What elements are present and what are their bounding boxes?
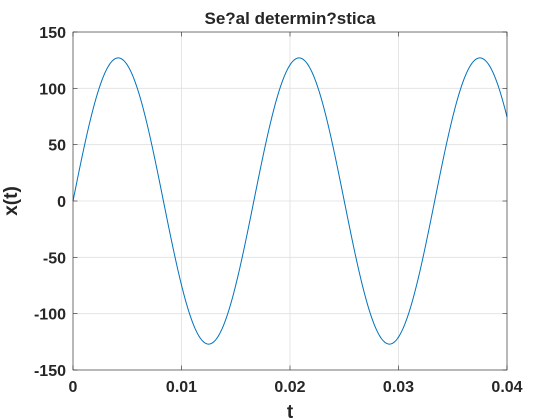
y-tick-label: -50	[43, 250, 66, 267]
y-tick-label: -150	[34, 363, 66, 380]
ticks	[72, 31, 508, 371]
y-tick-label: -100	[34, 307, 66, 324]
x-tick-label: 0.04	[491, 379, 522, 396]
x-tick-label: 0.02	[274, 379, 305, 396]
series-layer	[72, 57, 508, 345]
x-axis-label: t	[287, 402, 294, 420]
y-tick-label: 100	[39, 81, 66, 98]
y-tick-label: 0	[57, 194, 66, 211]
x-tick-label: 0.03	[383, 379, 414, 396]
y-axis-label: x(t)	[1, 186, 22, 216]
y-tick-label: 50	[48, 138, 66, 155]
y-tick-labels: -150 -100 -50 0 50 100 150	[34, 25, 66, 380]
x-tick-label: 0.01	[166, 379, 197, 396]
series-line	[72, 57, 508, 345]
x-tick-label: 0	[69, 379, 78, 396]
chart-title: Se?al determin?stica	[204, 9, 376, 28]
y-tick-label: 150	[39, 25, 66, 42]
x-tick-labels: 0 0.01 0.02 0.03 0.04	[69, 379, 523, 396]
grid	[72, 31, 508, 371]
